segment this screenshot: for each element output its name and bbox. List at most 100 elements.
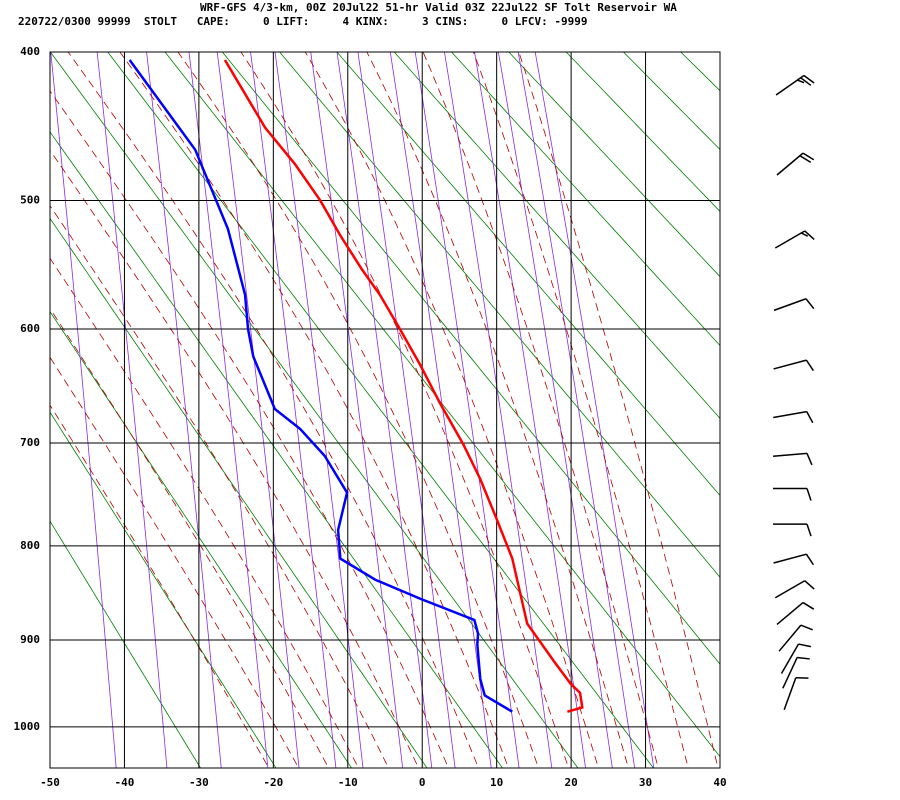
dry-adiabat: [50, 411, 277, 768]
barb-flag: [797, 656, 810, 660]
wind-barb: [773, 523, 812, 537]
x-tick-label: 20: [564, 776, 577, 789]
barb-flag: [798, 643, 812, 648]
moist-adiabat: [422, 52, 659, 768]
moist-adiabat: [50, 404, 270, 768]
mixing-ratio-line: [534, 52, 655, 768]
x-tick-label: -30: [189, 776, 209, 789]
x-tick-label: -50: [40, 776, 60, 789]
wind-barb: [772, 452, 813, 466]
barb-flag: [800, 624, 813, 631]
barb-staff: [773, 410, 807, 419]
wind-barb: [775, 74, 815, 96]
barb-flag: [804, 580, 815, 590]
barb-flag: [805, 298, 815, 310]
dry-adiabat: [565, 52, 720, 212]
barb-flag: [806, 453, 813, 466]
moist-adiabat: [119, 52, 509, 768]
dry-adiabat: [50, 520, 201, 768]
barb-staff: [774, 230, 806, 249]
barb-flag: [797, 79, 805, 84]
barb-flag: [806, 523, 812, 537]
dry-adiabat: [393, 52, 720, 419]
barb-staff: [775, 74, 805, 96]
moist-adiabat: [50, 356, 300, 768]
y-tick-label: 400: [20, 45, 40, 58]
dewpoint-line: [128, 59, 513, 713]
wind-barb: [773, 553, 815, 566]
barb-flag: [805, 553, 815, 566]
mixing-ratio-line: [517, 52, 636, 768]
barb-flag: [804, 230, 815, 240]
dry-adiabat: [50, 131, 503, 768]
wind-barb: [773, 410, 814, 424]
wind-barb: [776, 601, 815, 626]
y-tick-label: 500: [20, 193, 40, 206]
barb-staff: [783, 677, 797, 710]
x-tick-label: 40: [713, 776, 726, 789]
dry-adiabat: [50, 217, 428, 768]
mixing-ratio-line: [274, 52, 364, 768]
moist-adiabat: [240, 52, 569, 768]
barb-flag: [802, 601, 815, 610]
wind-barb: [782, 656, 810, 689]
moist-adiabat: [50, 307, 330, 768]
grid: -50 -40 -30 -20 -10 0 10 20 30 40 400 500 600 700 800 9…: [14, 45, 727, 789]
barb-flag: [806, 411, 814, 424]
wind-barb: [774, 580, 815, 599]
barb-staff: [773, 359, 807, 370]
y-tick-label: 600: [20, 322, 40, 335]
moist-adiabat: [50, 205, 389, 768]
background-lines: [50, 52, 720, 768]
barb-staff: [776, 152, 804, 176]
barb-flag: [800, 232, 809, 237]
x-tick-label: 10: [490, 776, 503, 789]
mixing-ratio-line: [336, 52, 433, 768]
mixing-ratio-line: [216, 52, 300, 768]
dry-adiabat: [50, 310, 352, 768]
dry-adiabat: [164, 52, 720, 758]
barb-staff: [772, 452, 808, 458]
mixing-ratio-line: [357, 52, 456, 768]
wind-barb: [776, 152, 815, 176]
y-tick-label: 1000: [14, 720, 41, 733]
x-tick-label: 0: [419, 776, 426, 789]
mixing-ratio-line: [474, 52, 586, 768]
mixing-ratio-line: [497, 52, 613, 768]
barb-flag: [806, 488, 812, 501]
x-tick-label: -40: [115, 776, 135, 789]
chart-title: WRF-GFS 4/3-km, 00Z 20Jul22 51-hr Valid …: [200, 1, 677, 14]
dry-adiabat: [279, 52, 720, 578]
barb-staff: [778, 624, 802, 652]
x-tick-label: 30: [639, 776, 652, 789]
mixing-ratio-line: [250, 52, 337, 768]
barb-staff: [773, 298, 807, 312]
x-tick-label: -20: [263, 776, 283, 789]
dry-adiabat: [50, 52, 579, 768]
dry-adiabat: [107, 52, 654, 768]
moist-adiabat: [67, 52, 479, 768]
chart-subtitle: 220722/0300 99999 STOLT CAPE: 0 LIFT: 4 …: [18, 15, 588, 28]
wind-barb: [778, 624, 813, 652]
dry-adiabat: [508, 52, 720, 278]
barb-flag: [805, 359, 815, 372]
dry-adiabat: [450, 52, 720, 347]
wind-barb: [780, 643, 812, 674]
plot-frame: [49, 51, 721, 769]
y-tick-label: 700: [20, 436, 40, 449]
x-tick-label: -10: [338, 776, 358, 789]
dry-adiabat: [336, 52, 720, 497]
wind-barb: [783, 677, 809, 710]
dry-adiabat: [221, 52, 720, 665]
temperature-line: [223, 59, 584, 713]
y-tick-label: 800: [20, 539, 40, 552]
barb-flag: [800, 77, 812, 86]
moist-adiabat: [50, 149, 419, 768]
moist-adiabat: [50, 90, 449, 768]
mixing-ratio-line: [414, 52, 520, 768]
mixing-ratio-line: [96, 52, 168, 768]
barb-staff: [780, 643, 800, 674]
barb-staff: [773, 553, 807, 564]
